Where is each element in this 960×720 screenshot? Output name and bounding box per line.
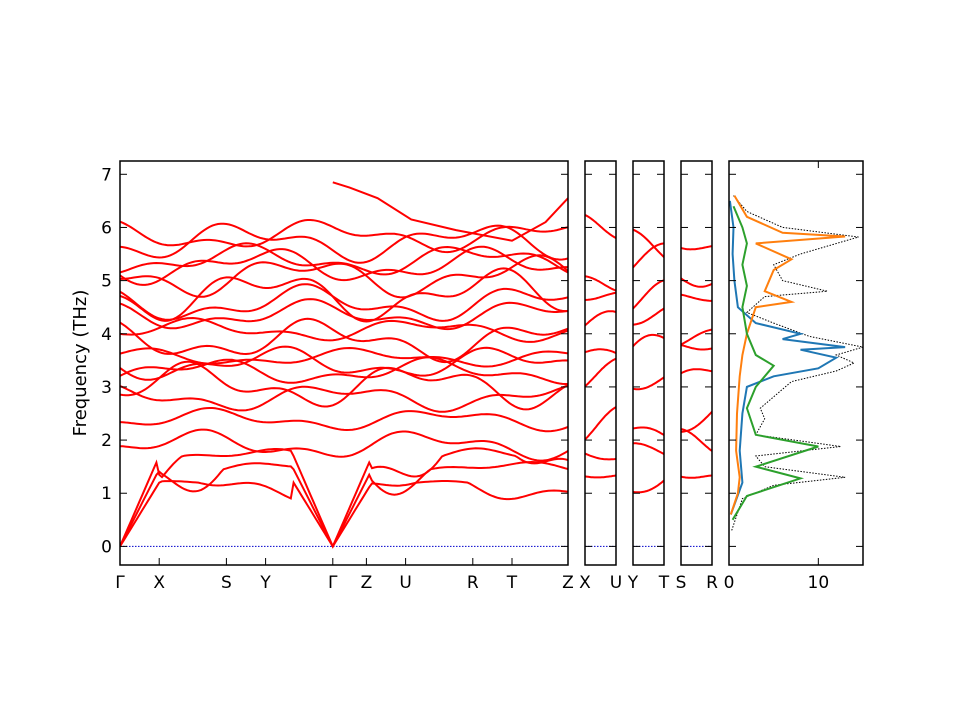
k-point-label: Γ (115, 573, 125, 593)
phonon-branch (585, 291, 616, 301)
dos-x-tick-label: 0 (724, 573, 735, 593)
phonon-branch (633, 376, 664, 391)
y-tick-label: 0 (101, 537, 112, 557)
k-point-label: X (153, 573, 165, 593)
phonon-branch (120, 479, 568, 549)
phonon-branch (681, 293, 712, 302)
phonon-branch (120, 345, 568, 381)
phonon-branch (120, 407, 568, 433)
phonon-branch (120, 219, 568, 254)
phonon-branch (120, 245, 568, 286)
phonon-branch (585, 214, 616, 239)
k-point-label: Y (259, 573, 271, 593)
k-point-label: Z (562, 573, 574, 593)
dos-projected-line (729, 200, 846, 515)
dos-projected-line (729, 195, 846, 515)
phonon-branch (585, 452, 616, 461)
dos-projected-line (731, 205, 819, 521)
y-tick-label: 1 (101, 484, 112, 504)
k-point-label: Γ (328, 573, 338, 593)
k-point-label: Y (627, 573, 639, 593)
phonon-branch (120, 267, 568, 323)
phonon-branch (120, 283, 568, 322)
phonon-branch (681, 328, 712, 346)
phonon-branch (681, 474, 712, 479)
phonon-branch (120, 242, 568, 276)
k-point-label: X (579, 573, 591, 593)
phonon-branch (120, 346, 568, 368)
band-panel-frame (584, 160, 617, 566)
phonon-branch (633, 307, 664, 326)
phonon-branch (633, 479, 664, 494)
y-axis-title: Frequency (THz) (70, 290, 91, 437)
k-point-label: T (506, 573, 518, 593)
y-tick-label: 6 (101, 218, 112, 238)
dos-panel-frame (728, 160, 864, 566)
phonon-branch (681, 245, 712, 251)
phonon-branch (585, 406, 616, 441)
phonon-branch (120, 428, 568, 462)
y-tick-label: 7 (101, 165, 112, 185)
phonon-branch (120, 316, 568, 343)
phonon-branch (332, 181, 568, 242)
y-tick-label: 4 (101, 325, 112, 345)
phonon-branch (681, 343, 712, 351)
k-point-label: R (467, 573, 479, 593)
band-panel-frame (680, 160, 713, 566)
phonon-branch (585, 348, 616, 355)
k-point-label: Z (361, 573, 373, 593)
phonon-branch (585, 474, 616, 479)
phonon-branch (681, 411, 712, 433)
phonon-branch (633, 426, 664, 436)
phonon-branch (120, 254, 568, 299)
k-point-label: R (706, 573, 718, 593)
band-panel-frame (119, 160, 569, 566)
k-point-label: S (676, 573, 687, 593)
phonon-branch (633, 442, 664, 455)
k-point-label: T (658, 573, 670, 593)
phonon-branch (633, 242, 664, 269)
phonon-branch (633, 333, 664, 347)
y-tick-label: 3 (101, 378, 112, 398)
phonon-branch (120, 360, 568, 411)
phonon-branch (633, 279, 664, 310)
phonon-branch (681, 368, 712, 375)
k-point-label: U (399, 573, 411, 593)
dos-x-tick-label: 10 (808, 573, 830, 593)
dos-total-line (731, 195, 863, 531)
phonon-branch (120, 222, 568, 264)
y-tick-label: 2 (101, 431, 112, 451)
phonon-branch (585, 357, 616, 388)
phonon-branch (120, 356, 568, 385)
k-point-label: U (610, 573, 622, 593)
phonon-branch (585, 310, 616, 327)
phonon-branch (120, 460, 568, 549)
phonon-branch (120, 298, 568, 331)
phonon-branch (585, 275, 616, 292)
y-tick-label: 5 (101, 272, 112, 292)
phonon-branch (120, 384, 568, 413)
k-point-label: S (221, 573, 232, 593)
phonon-branch (633, 228, 664, 258)
phonon-branch (681, 277, 712, 288)
band-panel-frame (632, 160, 665, 566)
phonon-branch (120, 447, 568, 549)
